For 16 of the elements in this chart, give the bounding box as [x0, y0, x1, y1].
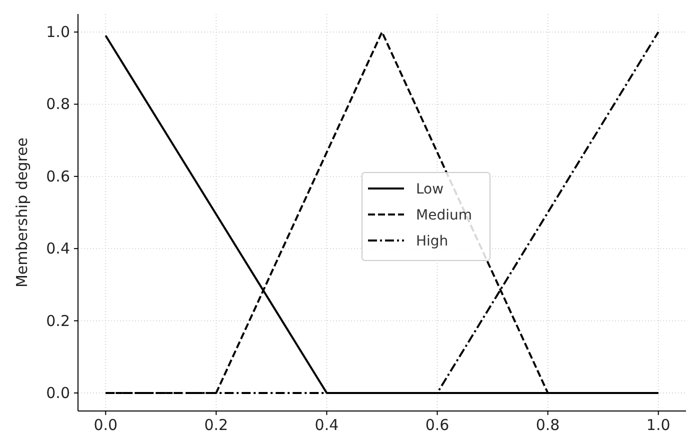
legend-label: High	[416, 234, 448, 250]
y-tick-label: 0.4	[46, 240, 70, 258]
y-tick-label: 0.0	[46, 384, 70, 402]
x-tick-label: 1.0	[646, 416, 670, 434]
y-axis-title: Membership degree	[13, 137, 31, 288]
x-tick-label: 0.4	[314, 416, 339, 434]
y-tick-label: 1.0	[46, 23, 70, 42]
x-tick-label: 0.2	[204, 416, 228, 434]
x-tick-label: 0.0	[94, 416, 118, 434]
x-tick-label: 0.8	[536, 416, 560, 434]
y-tick-label: 0.8	[46, 95, 70, 114]
y-tick-label: 0.2	[46, 312, 70, 330]
x-tick-label: 0.6	[425, 416, 450, 434]
legend-label: Medium	[416, 208, 472, 224]
y-tick-label: 0.6	[46, 167, 70, 186]
legend-label: Low	[416, 182, 444, 198]
